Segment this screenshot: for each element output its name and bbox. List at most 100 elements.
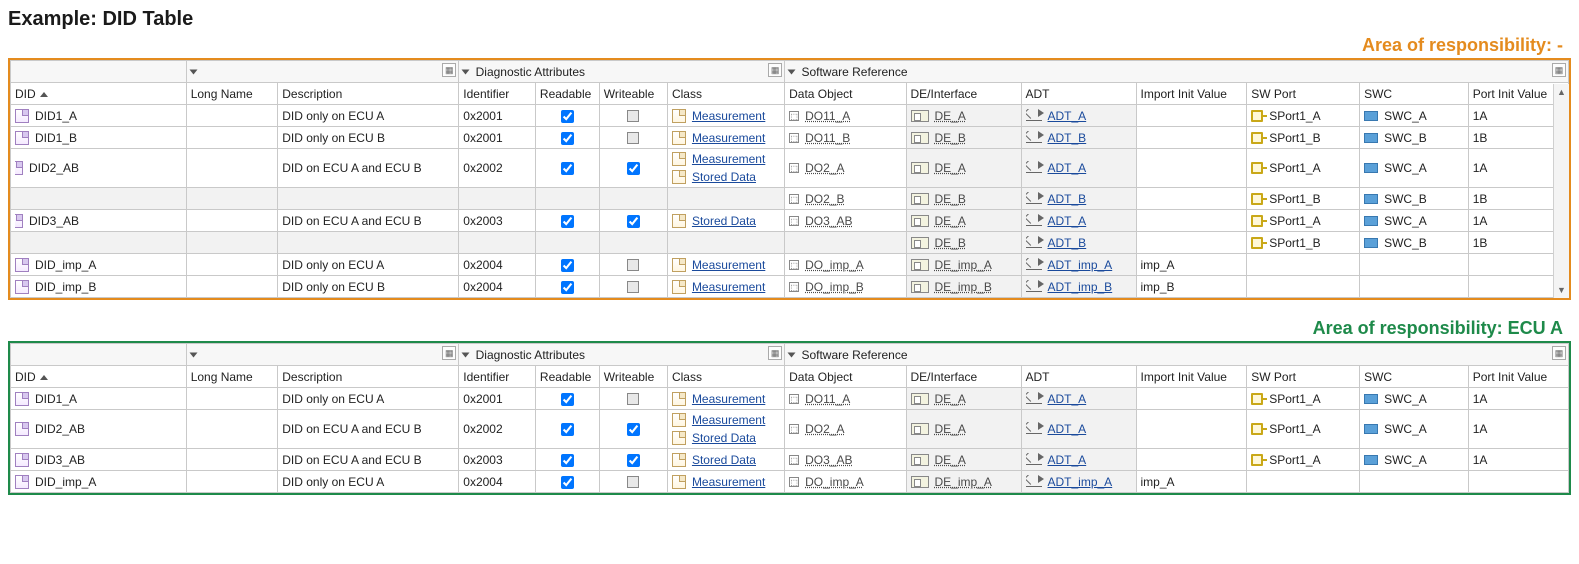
data-object-link[interactable]: DO3_AB bbox=[805, 214, 852, 228]
col-swc[interactable]: SWC bbox=[1360, 83, 1469, 105]
cell-writeable[interactable] bbox=[599, 388, 667, 410]
cell-port-init[interactable]: 1A bbox=[1468, 410, 1568, 449]
cell-identifier[interactable]: 0x2001 bbox=[459, 388, 536, 410]
checkbox[interactable] bbox=[561, 162, 574, 175]
table-row[interactable]: DID2_ABDID on ECU A and ECU B0x2002Measu… bbox=[11, 410, 1569, 449]
cell-did[interactable]: DID_imp_B bbox=[11, 276, 187, 298]
vertical-scrollbar[interactable]: ▲ ▼ bbox=[1553, 84, 1569, 298]
table-row[interactable]: DID3_ABDID on ECU A and ECU B0x2003Store… bbox=[11, 210, 1569, 232]
cell-readable[interactable] bbox=[535, 127, 599, 149]
cell-class[interactable]: Measurement bbox=[667, 276, 784, 298]
cell-readable[interactable] bbox=[535, 388, 599, 410]
cell-sw-port[interactable]: SPort1_A bbox=[1247, 105, 1360, 127]
cell-swc[interactable] bbox=[1360, 471, 1469, 493]
cell-de-interface[interactable]: DE_A bbox=[906, 449, 1021, 471]
adt-link[interactable]: ADT_B bbox=[1048, 236, 1087, 250]
cell-identifier[interactable]: 0x2003 bbox=[459, 210, 536, 232]
col-long-name[interactable]: Long Name bbox=[186, 83, 278, 105]
cell-did[interactable]: DID2_AB bbox=[11, 149, 187, 188]
cell-swc[interactable]: SWC_B bbox=[1360, 188, 1469, 210]
cell-writeable[interactable] bbox=[599, 232, 667, 254]
adt-link[interactable]: ADT_A bbox=[1048, 422, 1087, 436]
cell-did[interactable]: DID1_A bbox=[11, 105, 187, 127]
cell-adt[interactable]: ADT_A bbox=[1021, 388, 1136, 410]
column-chooser-icon[interactable]: ▦ bbox=[442, 63, 456, 77]
cell-import-init[interactable] bbox=[1136, 410, 1247, 449]
cell-did[interactable]: DID3_AB bbox=[11, 210, 187, 232]
cell-identifier[interactable]: 0x2004 bbox=[459, 254, 536, 276]
col-did[interactable]: DID bbox=[11, 366, 187, 388]
cell-adt[interactable]: ADT_imp_B bbox=[1021, 276, 1136, 298]
cell-adt[interactable]: ADT_imp_A bbox=[1021, 471, 1136, 493]
cell-swc[interactable]: SWC_A bbox=[1360, 105, 1469, 127]
cell-class[interactable] bbox=[667, 232, 784, 254]
de-interface-link[interactable]: DE_A bbox=[935, 161, 966, 175]
de-interface-link[interactable]: DE_A bbox=[935, 214, 966, 228]
cell-import-init[interactable]: imp_B bbox=[1136, 276, 1247, 298]
cell-import-init[interactable] bbox=[1136, 105, 1247, 127]
cell-class[interactable] bbox=[667, 188, 784, 210]
data-object-link[interactable]: DO11_A bbox=[805, 392, 850, 406]
cell-readable[interactable] bbox=[535, 276, 599, 298]
cell-description[interactable]: DID on ECU A and ECU B bbox=[278, 149, 459, 188]
class-link[interactable]: Stored Data bbox=[692, 168, 756, 186]
cell-did[interactable]: DID1_B bbox=[11, 127, 187, 149]
cell-sw-port[interactable] bbox=[1247, 276, 1360, 298]
de-interface-link[interactable]: DE_imp_B bbox=[935, 280, 992, 294]
cell-class[interactable]: MeasurementStored Data bbox=[667, 410, 784, 449]
class-link[interactable]: Stored Data bbox=[692, 212, 756, 230]
cell-description[interactable]: DID on ECU A and ECU B bbox=[278, 449, 459, 471]
cell-long-name[interactable] bbox=[186, 471, 278, 493]
data-object-link[interactable]: DO_imp_A bbox=[805, 258, 864, 272]
cell-writeable[interactable] bbox=[599, 149, 667, 188]
cell-class[interactable]: Measurement bbox=[667, 105, 784, 127]
cell-readable[interactable] bbox=[535, 188, 599, 210]
cell-description[interactable] bbox=[278, 188, 459, 210]
class-link[interactable]: Stored Data bbox=[692, 429, 756, 447]
class-link[interactable]: Measurement bbox=[692, 107, 765, 125]
group-header-swref[interactable]: Software Reference ▦ bbox=[785, 344, 1569, 366]
col-identifier[interactable]: Identifier bbox=[459, 366, 536, 388]
group-header-diag[interactable]: Diagnostic Attributes ▦ bbox=[459, 344, 785, 366]
de-interface-link[interactable]: DE_A bbox=[935, 109, 966, 123]
cell-import-init[interactable] bbox=[1136, 188, 1247, 210]
cell-class[interactable]: Stored Data bbox=[667, 210, 784, 232]
class-link[interactable]: Measurement bbox=[692, 278, 765, 296]
cell-adt[interactable]: ADT_B bbox=[1021, 127, 1136, 149]
checkbox[interactable] bbox=[627, 162, 640, 175]
cell-swc[interactable]: SWC_A bbox=[1360, 449, 1469, 471]
cell-adt[interactable]: ADT_B bbox=[1021, 232, 1136, 254]
cell-did[interactable]: DID_imp_A bbox=[11, 471, 187, 493]
adt-link[interactable]: ADT_A bbox=[1048, 453, 1087, 467]
cell-adt[interactable]: ADT_A bbox=[1021, 410, 1136, 449]
table-row[interactable]: DID2_ABDID on ECU A and ECU B0x2002Measu… bbox=[11, 149, 1569, 188]
cell-data-object[interactable]: ⬚DO11_A bbox=[785, 105, 906, 127]
table-row[interactable]: DID1_BDID only on ECU B0x2001Measurement… bbox=[11, 127, 1569, 149]
cell-did[interactable]: DID1_A bbox=[11, 388, 187, 410]
cell-readable[interactable] bbox=[535, 449, 599, 471]
col-sw-port[interactable]: SW Port bbox=[1247, 83, 1360, 105]
cell-de-interface[interactable]: DE_A bbox=[906, 410, 1021, 449]
cell-did[interactable]: DID2_AB bbox=[11, 410, 187, 449]
cell-data-object[interactable]: ⬚DO3_AB bbox=[785, 449, 906, 471]
cell-did[interactable]: DID3_AB bbox=[11, 449, 187, 471]
scroll-down-icon[interactable]: ▼ bbox=[1554, 282, 1569, 298]
cell-identifier[interactable]: 0x2003 bbox=[459, 449, 536, 471]
col-de-interface[interactable]: DE/Interface bbox=[906, 366, 1021, 388]
checkbox-indeterminate[interactable] bbox=[627, 110, 639, 122]
cell-long-name[interactable] bbox=[186, 149, 278, 188]
cell-de-interface[interactable]: DE_A bbox=[906, 149, 1021, 188]
cell-swc[interactable]: SWC_A bbox=[1360, 410, 1469, 449]
cell-long-name[interactable] bbox=[186, 232, 278, 254]
cell-de-interface[interactable]: DE_B bbox=[906, 232, 1021, 254]
table-row[interactable]: DID_imp_ADID only on ECU A0x2004Measurem… bbox=[11, 471, 1569, 493]
cell-class[interactable]: Measurement bbox=[667, 127, 784, 149]
data-object-link[interactable]: DO3_AB bbox=[805, 453, 852, 467]
cell-long-name[interactable] bbox=[186, 105, 278, 127]
cell-writeable[interactable] bbox=[599, 105, 667, 127]
cell-adt[interactable]: ADT_A bbox=[1021, 149, 1136, 188]
cell-readable[interactable] bbox=[535, 410, 599, 449]
cell-identifier[interactable]: 0x2001 bbox=[459, 105, 536, 127]
de-interface-link[interactable]: DE_B bbox=[935, 192, 966, 206]
cell-class[interactable]: Stored Data bbox=[667, 449, 784, 471]
